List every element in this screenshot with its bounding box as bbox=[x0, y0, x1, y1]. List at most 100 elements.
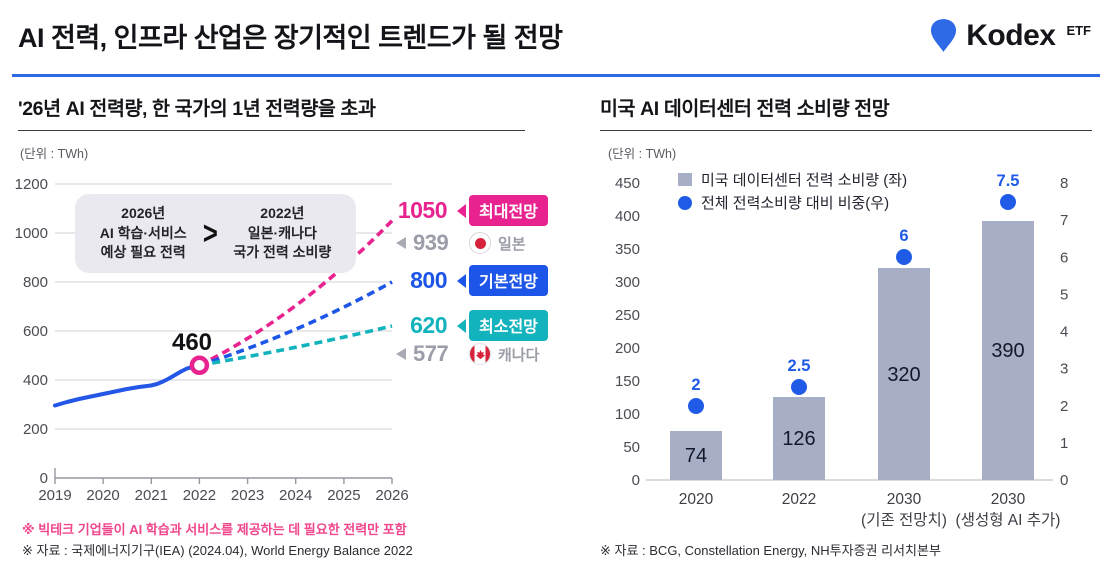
y-tick-label: 800 bbox=[23, 274, 48, 291]
left-unit-label: (단위 : TWh) bbox=[20, 147, 89, 161]
dot-2030-genai bbox=[1000, 194, 1016, 210]
kodex-logo: Kodex ETF bbox=[930, 18, 1091, 53]
dot-2030-base bbox=[896, 249, 912, 265]
base-forecast-badge: 기본전망 bbox=[469, 265, 548, 296]
japan-flag-icon bbox=[469, 232, 491, 254]
callout-right-column: 2022년 일본·캐나다 국가 전력 소비량 bbox=[233, 204, 331, 263]
current-point-marker bbox=[189, 355, 210, 376]
dot-value-labels: 2 2.5 6 7.5 bbox=[691, 172, 1019, 394]
right-axis-tick: 0 bbox=[1060, 472, 1068, 489]
left-axis-tick: 50 bbox=[623, 439, 640, 456]
dot-value: 6 bbox=[899, 227, 908, 245]
right-axis-tick: 1 bbox=[1060, 435, 1068, 452]
page-title: AI 전력, 인프라 산업은 장기적인 트렌드가 될 전망 bbox=[18, 23, 563, 53]
bar-series bbox=[670, 221, 1034, 480]
bar-value: 390 bbox=[991, 340, 1024, 362]
callout-line: 국가 전력 소비량 bbox=[233, 244, 332, 261]
min-forecast-value: 620 bbox=[410, 312, 447, 338]
category-label: 2020 bbox=[679, 491, 714, 508]
right-chart-title: 미국 AI 데이터센터 전력 소비량 전망 bbox=[600, 98, 890, 120]
left-axis-tick: 450 bbox=[615, 175, 640, 192]
kodex-pin-icon bbox=[931, 19, 957, 52]
left-chart-footnote: ※ 빅테크 기업들이 AI 학습과 서비스를 제공하는 데 필요한 전력만 포함 bbox=[22, 522, 407, 537]
x-tick-label: 2026 bbox=[375, 487, 408, 504]
base-forecast-row: 800 기본전망 bbox=[389, 265, 548, 296]
base-forecast-line bbox=[198, 280, 393, 368]
category-label: 2030 bbox=[991, 491, 1026, 508]
header-divider bbox=[12, 74, 1100, 77]
left-x-axis bbox=[54, 468, 393, 484]
left-triangle-icon bbox=[396, 348, 406, 360]
legend-bar-label: 미국 데이터센터 전력 소비량 (좌) bbox=[701, 172, 908, 189]
left-axis-tick: 0 bbox=[632, 472, 640, 489]
left-chart-plot: 1200 1000 800 600 400 200 0 2019 2020 20… bbox=[15, 176, 409, 504]
callout-line: 예상 필요 전력 bbox=[100, 244, 186, 261]
left-axis-tick: 150 bbox=[615, 373, 640, 390]
max-forecast-badge: 최대전망 bbox=[469, 195, 548, 226]
canada-reference-row: 577 캐나다 bbox=[396, 341, 539, 367]
right-chart-left-axis: 450 400 350 300 250 200 150 100 50 0 bbox=[615, 175, 640, 489]
y-tick-label: 600 bbox=[23, 323, 48, 340]
legend-dot-item: 전체 전력소비량 대비 비중(우) bbox=[678, 192, 907, 213]
min-forecast-row: 620 최소전망 bbox=[389, 310, 548, 341]
base-forecast-value: 800 bbox=[410, 267, 447, 293]
x-tick-label: 2020 bbox=[86, 487, 119, 504]
canada-value: 577 bbox=[413, 341, 449, 366]
left-axis-tick: 350 bbox=[615, 241, 640, 258]
x-tick-label: 2019 bbox=[38, 487, 71, 504]
x-tick-label: 2024 bbox=[279, 487, 312, 504]
y-tick-label: 0 bbox=[40, 470, 48, 487]
left-axis-tick: 250 bbox=[615, 307, 640, 324]
x-tick-label: 2022 bbox=[183, 487, 216, 504]
bar-2022 bbox=[773, 397, 825, 480]
dot-2020 bbox=[688, 398, 704, 414]
category-label: 2030 bbox=[887, 491, 922, 508]
right-axis-tick: 2 bbox=[1060, 398, 1068, 415]
dot-swatch-icon bbox=[678, 195, 692, 210]
right-chart-right-axis: 8 7 6 5 4 3 2 1 0 bbox=[1060, 175, 1068, 489]
callout-line: 2022년 bbox=[260, 205, 305, 222]
x-tick-label: 2021 bbox=[135, 487, 168, 504]
y-tick-label: 400 bbox=[23, 372, 48, 389]
comparison-callout: 2026년 AI 학습·서비스 예상 필요 전력 > 2022년 일본·캐나다 … bbox=[75, 194, 356, 273]
dot-2022 bbox=[791, 379, 807, 395]
category-labels: 2020 2022 2030 (기존 전망치) 2030 (생성형 AI 추가) bbox=[679, 491, 1061, 529]
left-y-tick-labels: 1200 1000 800 600 400 200 0 bbox=[15, 176, 48, 487]
right-axis-tick: 4 bbox=[1060, 324, 1068, 341]
bar-value: 320 bbox=[887, 364, 920, 386]
left-axis-tick: 300 bbox=[615, 274, 640, 291]
right-axis-tick: 6 bbox=[1060, 249, 1068, 266]
left-axis-tick: 200 bbox=[615, 340, 640, 357]
japan-label: 일본 bbox=[498, 235, 526, 253]
japan-value: 939 bbox=[413, 230, 449, 255]
right-chart-source: ※ 자료 : BCG, Constellation Energy, NH투자증권… bbox=[600, 543, 941, 558]
bar-value: 74 bbox=[685, 445, 707, 467]
greater-than-icon: > bbox=[202, 215, 218, 251]
current-value-label: 460 bbox=[171, 329, 213, 356]
left-axis-tick: 100 bbox=[615, 406, 640, 423]
right-title-underline bbox=[600, 130, 1092, 131]
brand-suffix: ETF bbox=[1066, 23, 1091, 38]
canada-flag-icon bbox=[469, 343, 491, 365]
max-forecast-line bbox=[198, 219, 394, 367]
left-title-underline bbox=[18, 130, 525, 131]
right-axis-tick: 5 bbox=[1060, 286, 1068, 303]
bar-2030-base bbox=[878, 268, 930, 480]
right-chart-legend: 미국 데이터센터 전력 소비량 (좌) 전체 전력소비량 대비 비중(우) bbox=[678, 169, 907, 213]
bar-value: 126 bbox=[782, 428, 815, 450]
legend-dot-label: 전체 전력소비량 대비 비중(우) bbox=[701, 195, 890, 212]
right-chart-plot: 450 400 350 300 250 200 150 100 50 0 8 7… bbox=[615, 172, 1068, 529]
callout-line: 일본·캐나다 bbox=[247, 224, 317, 241]
y-tick-label: 1200 bbox=[15, 176, 48, 193]
bar-2030-genai bbox=[982, 221, 1034, 480]
right-unit-label: (단위 : TWh) bbox=[608, 147, 677, 161]
min-forecast-line bbox=[199, 324, 393, 368]
bar-value-labels: 74 126 320 390 bbox=[685, 340, 1025, 467]
right-bar-chart: 450 400 350 300 250 200 150 100 50 0 8 7… bbox=[598, 163, 1098, 538]
category-label: 2022 bbox=[782, 491, 816, 508]
left-line-chart: 1200 1000 800 600 400 200 0 2019 2020 20… bbox=[10, 163, 558, 515]
y-tick-label: 200 bbox=[23, 421, 48, 438]
historical-line bbox=[53, 363, 202, 408]
legend-bar-item: 미국 데이터센터 전력 소비량 (좌) bbox=[678, 169, 907, 190]
category-sublabel: (생성형 AI 추가) bbox=[956, 511, 1061, 529]
